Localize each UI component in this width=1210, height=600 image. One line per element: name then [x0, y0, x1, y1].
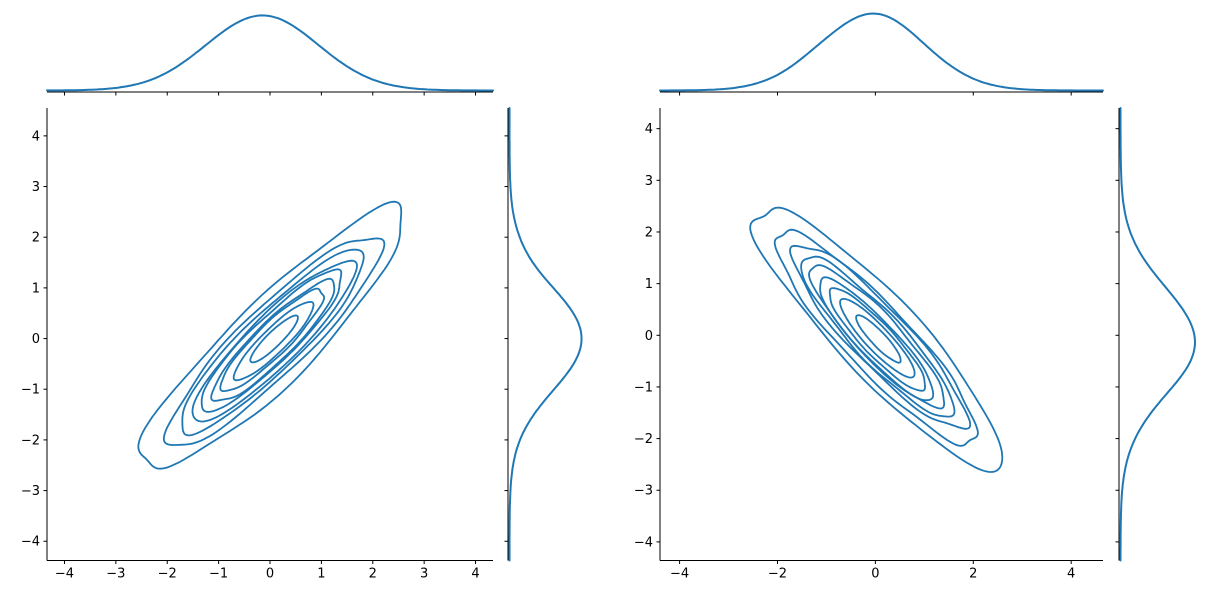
- kde-contour-level-9: [249, 314, 299, 364]
- main-axes: −4 −2 0 2 4 −4 −3 −2 −1 0 1 2 3 4: [634, 108, 1103, 582]
- y-tick-label: −4: [21, 535, 40, 550]
- kde-contour-level-3: [181, 248, 365, 437]
- x-tick-label: 0: [871, 567, 879, 582]
- right-marginal-axes: [504, 107, 583, 562]
- y-tick-label: −3: [634, 484, 653, 499]
- y-tick-label: −2: [634, 432, 653, 447]
- kde-contour-level-4: [800, 255, 956, 418]
- right-marginal-kde-curve: [1119, 107, 1197, 562]
- kde-contours: [137, 200, 403, 470]
- top-marginal-axes: [659, 12, 1104, 96]
- x-tick-label: −2: [768, 567, 787, 582]
- kde-contour-level-6: [819, 276, 935, 402]
- y-tick-label: 0: [32, 332, 40, 347]
- kde-contour-level-2: [773, 228, 979, 447]
- kde-contour-level-7: [828, 287, 926, 392]
- x-tick-label: −3: [106, 567, 125, 582]
- kde-contour-level-8: [839, 298, 916, 379]
- kde-contour-level-5: [808, 264, 945, 410]
- right-marginal-axes: [1115, 107, 1197, 562]
- y-tick-label: 4: [645, 122, 653, 137]
- y-tick-label: −3: [21, 484, 40, 499]
- y-tick-label: 0: [645, 329, 653, 344]
- y-tick-label: 2: [32, 231, 40, 246]
- top-marginal-kde-curve: [46, 14, 494, 92]
- y-tick-label: −1: [21, 383, 40, 398]
- x-tick-label: 2: [369, 567, 377, 582]
- x-tick-label: 0: [266, 567, 274, 582]
- right-marginal-kde-curve: [508, 107, 583, 562]
- kde-contour-level-3: [789, 244, 972, 430]
- x-tick-label: 1: [317, 567, 325, 582]
- y-tick-label: 4: [32, 129, 40, 144]
- kde-contour-level-1: [137, 200, 403, 470]
- kde-contour-level-1: [749, 206, 1004, 473]
- y-tick-label: 1: [645, 277, 653, 292]
- kde-contour-level-2: [162, 237, 386, 446]
- y-tick-label: 1: [32, 281, 40, 296]
- x-tick-label: 4: [471, 567, 479, 582]
- jointplot-panel-left: −4 −3 −2 −1 0 1 2 3 4 −4 −3 −2 −1 0 1 2 3 4: [21, 14, 583, 582]
- jointplot-panel-right: −4 −2 0 2 4 −4 −3 −2 −1 0 1 2 3 4: [634, 12, 1197, 582]
- y-tick-label: 3: [645, 174, 653, 189]
- y-tick-label: 2: [645, 225, 653, 240]
- kde-contour-level-7: [219, 287, 325, 392]
- kde-contours: [749, 206, 1004, 473]
- kde-contour-level-6: [210, 277, 336, 402]
- x-tick-label: −1: [209, 567, 228, 582]
- x-tick-label: −4: [670, 567, 689, 582]
- y-tick-label: −2: [21, 433, 40, 448]
- x-tick-label: −2: [158, 567, 177, 582]
- kde-contour-level-5: [200, 268, 343, 413]
- x-tick-label: 2: [969, 567, 977, 582]
- y-tick-label: −4: [634, 535, 653, 550]
- y-tick-label: −1: [634, 380, 653, 395]
- x-tick-label: 4: [1067, 567, 1075, 582]
- y-tick-label: 3: [32, 180, 40, 195]
- kde-contour-level-9: [855, 314, 902, 364]
- x-tick-label: −4: [55, 567, 74, 582]
- top-marginal-axes: [46, 14, 494, 96]
- kde-contour-level-8: [232, 301, 315, 382]
- x-tick-label: 3: [420, 567, 428, 582]
- main-axes: −4 −3 −2 −1 0 1 2 3 4 −4 −3 −2 −1 0 1 2 3 4: [21, 108, 493, 582]
- kde-contour-level-4: [191, 259, 358, 423]
- top-marginal-kde-curve: [659, 12, 1104, 92]
